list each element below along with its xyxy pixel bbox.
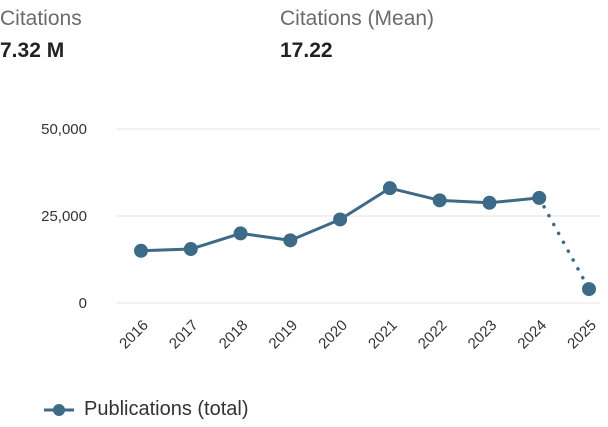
chart-legend: Publications (total): [42, 398, 249, 421]
data-point[interactable]: [233, 226, 248, 241]
data-point[interactable]: [482, 195, 497, 210]
grid-lines: [117, 128, 600, 304]
stat-citations: Citations 7.32 M: [0, 6, 82, 64]
x-axis-ticks: 2016 2017 2018 2019 2020 2021 2022 2023 2024 2025: [116, 317, 600, 353]
data-point[interactable]: [283, 233, 298, 248]
data-point[interactable]: [333, 212, 348, 227]
y-tick-label: 50,000: [41, 121, 87, 138]
x-tick-label: 2019: [266, 317, 302, 353]
data-point[interactable]: [532, 190, 547, 205]
legend-line-marker-icon: [44, 403, 74, 416]
x-tick-label: 2024: [514, 317, 550, 353]
x-tick-label: 2020: [315, 317, 351, 353]
data-point[interactable]: [134, 243, 148, 258]
data-point[interactable]: [382, 181, 397, 196]
stat-citations-mean-value: 17.22: [280, 39, 333, 62]
data-point[interactable]: [432, 193, 447, 208]
x-tick-label: 2025: [564, 317, 600, 353]
y-tick-label: 25,000: [41, 208, 87, 225]
y-axis-ticks: 0 25,000 50,000: [41, 121, 87, 312]
legend-label: Publications (total): [84, 398, 249, 420]
series-publications: [134, 181, 596, 297]
x-tick-label: 2021: [365, 317, 401, 353]
stat-citations-value: 7.32 M: [0, 39, 65, 62]
stat-citations-mean-label: Citations (Mean): [280, 7, 435, 30]
x-tick-label: 2023: [465, 317, 501, 353]
y-tick-label: 0: [79, 295, 87, 312]
x-tick-label: 2022: [415, 317, 451, 353]
x-tick-label: 2016: [116, 317, 152, 353]
stat-citations-label: Citations: [0, 7, 82, 30]
data-point[interactable]: [582, 282, 596, 297]
data-point[interactable]: [183, 242, 198, 257]
series-line-projected: [537, 196, 591, 291]
x-tick-label: 2017: [166, 317, 202, 353]
x-tick-label: 2018: [216, 317, 252, 353]
stat-citations-mean: Citations (Mean) 17.22: [280, 6, 434, 64]
